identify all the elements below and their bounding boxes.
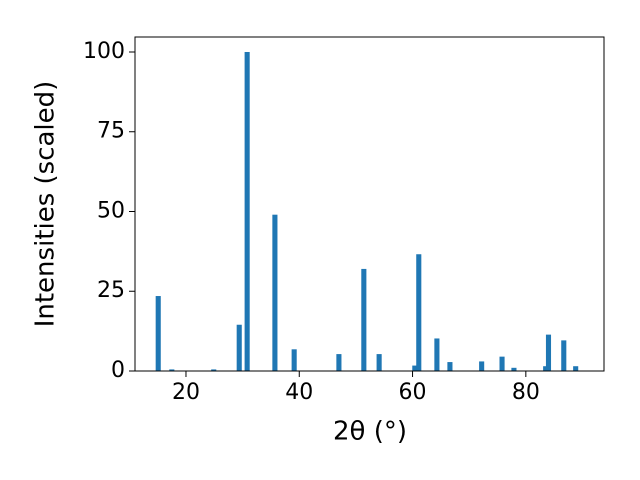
- y-tick-label: 75: [97, 119, 125, 144]
- bar: [447, 362, 453, 371]
- bar: [511, 367, 517, 371]
- bar: [499, 356, 505, 371]
- x-tick-label: 80: [512, 380, 540, 405]
- bar: [244, 51, 250, 371]
- y-tick-label: 100: [83, 39, 125, 64]
- bar: [361, 268, 367, 371]
- bar: [412, 365, 418, 371]
- plot-frame: [134, 36, 605, 372]
- x-tick-label: 60: [399, 380, 427, 405]
- bar: [169, 369, 175, 371]
- bar: [336, 354, 342, 371]
- bar: [416, 254, 422, 371]
- bar: [376, 354, 382, 371]
- bar: [543, 366, 549, 371]
- x-tick-label: 20: [172, 380, 200, 405]
- y-tick-label: 0: [111, 358, 125, 383]
- bar: [155, 296, 161, 371]
- bar: [545, 334, 552, 371]
- bar: [561, 340, 567, 371]
- y-axis-label: Intensities (scaled): [31, 81, 61, 328]
- bar: [434, 338, 440, 371]
- bar: [573, 366, 579, 371]
- y-tick-label: 50: [97, 198, 125, 223]
- bar: [291, 349, 297, 371]
- x-tick-label: 40: [285, 380, 313, 405]
- bar: [272, 214, 278, 371]
- y-tick-label: 25: [97, 278, 125, 303]
- x-axis-label: 2θ (°): [333, 417, 407, 447]
- bar: [479, 361, 485, 371]
- bar: [211, 369, 217, 371]
- bar: [236, 324, 242, 371]
